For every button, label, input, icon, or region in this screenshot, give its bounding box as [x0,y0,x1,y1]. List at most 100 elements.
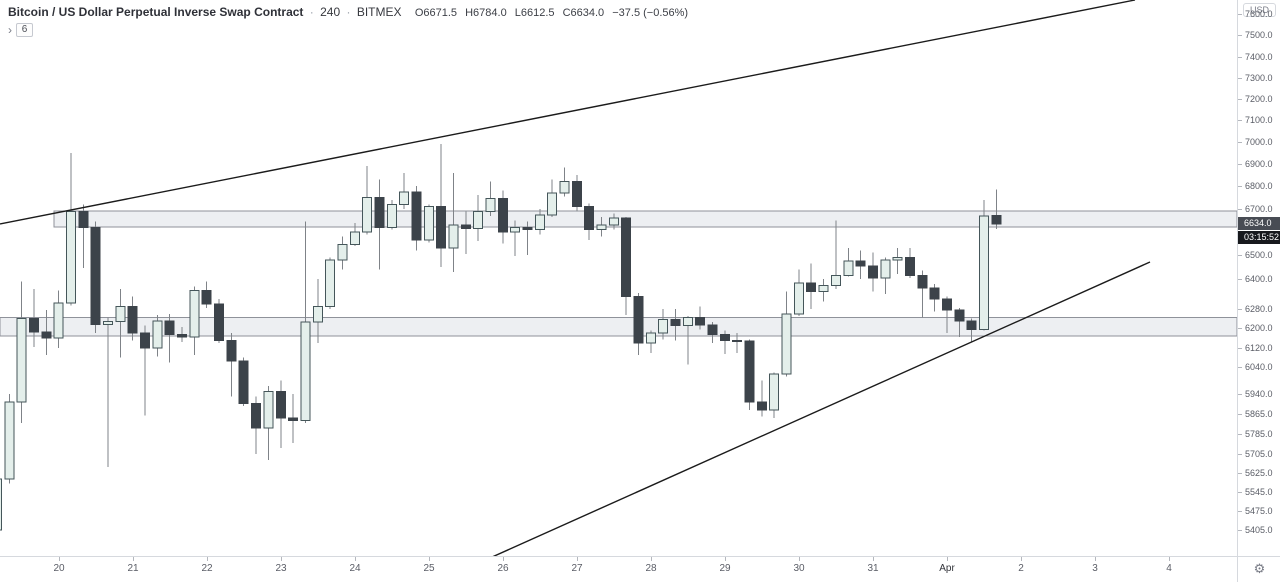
bear-candle [411,191,422,241]
price-tick-label: 6900.0 [1245,159,1273,169]
time-tick-mark [1095,557,1096,561]
high-value: H6784.0 [465,7,507,19]
time-tick-label: 24 [349,563,361,574]
time-tick-label: 23 [275,563,287,574]
price-tick-mark [1238,14,1242,15]
bull-candle [263,390,274,429]
bull-candle [362,197,373,233]
bear-candle [275,390,286,419]
bull-candle [66,210,77,304]
close-value: C6634.0 [562,7,605,19]
time-tick-mark [1169,557,1170,561]
bear-candle [522,226,533,231]
price-tick-mark [1238,454,1242,455]
price-tick-label: 5545.0 [1245,487,1273,497]
bull-candle [485,198,496,212]
currency-toggle-button[interactable]: USD [1242,3,1276,17]
time-tick-label: 25 [423,563,435,574]
indicator-count-badge: 6 [16,23,33,37]
price-tick-label: 6200.0 [1245,323,1273,333]
bear-candle [941,298,952,311]
bull-candle [16,318,27,403]
price-tick-mark [1238,99,1242,100]
low-value: L6612.5 [514,7,555,19]
bull-candle [53,302,64,339]
price-axis[interactable]: USD 6634.0 03:15:52 7600.0 7500.0 7400.0 73… [1237,0,1280,556]
price-tick-label: 5625.0 [1245,468,1273,478]
price-tick-label: 7300.0 [1245,73,1273,83]
bear-candle [164,320,175,335]
open-value: O6671.5 [414,7,458,19]
time-tick-mark [577,557,578,561]
bull-candle [312,306,323,323]
time-axis[interactable]: 20 21 22 23 24 25 26 27 28 29 30 31 Apr 2 3 4 [0,556,1237,582]
price-tick-mark [1238,367,1242,368]
bear-candle [867,265,878,279]
chevron-right-icon: › [8,23,12,37]
bull-candle [818,284,829,292]
settings-gear-icon[interactable]: ⚙ [1253,561,1266,576]
bear-candle [140,332,151,349]
indicator-count-toggle[interactable]: › 6 [8,23,693,37]
time-tick-mark [725,557,726,561]
bear-candle [966,320,977,330]
axis-settings-cell[interactable]: ⚙ [1237,556,1280,582]
bear-candle [929,287,940,300]
bear-candle [719,333,730,341]
bull-candle [843,260,854,276]
time-tick-label: 20 [53,563,65,574]
bear-candle [288,417,299,421]
time-tick-label: 30 [793,563,805,574]
bull-candle [300,321,311,421]
price-tick-mark [1238,279,1242,280]
price-tick-mark [1238,209,1242,210]
price-tick-label: 5475.0 [1245,506,1273,516]
upper-trendline [0,0,1136,225]
chart-canvas[interactable] [0,0,1237,556]
bull-candle [349,231,360,246]
bull-candle [682,316,693,327]
time-tick-mark [503,557,504,561]
price-tick-label: 7400.0 [1245,52,1273,62]
price-tick-label: 6040.0 [1245,362,1273,372]
price-tick-mark [1238,255,1242,256]
time-tick-label: 2 [1018,563,1024,574]
bull-candle [325,259,336,307]
countdown-badge: 03:15:52 [1238,231,1280,244]
price-tick-label: 7500.0 [1245,30,1273,40]
bear-candle [904,256,915,276]
time-tick-label: 27 [571,563,583,574]
bear-candle [571,181,582,208]
last-price-badge: 6634.0 [1238,217,1280,230]
bear-candle [756,401,767,411]
bear-candle [695,316,706,326]
bear-candle [621,217,632,297]
price-tick-mark [1238,186,1242,187]
price-tick-label: 6800.0 [1245,181,1273,191]
bull-candle [534,214,545,231]
bull-candle [645,332,656,344]
price-tick-mark [1238,142,1242,143]
price-tick-label: 5940.0 [1245,389,1273,399]
bear-candle [917,274,928,289]
time-tick-label: 29 [719,563,731,574]
bear-candle [670,319,681,327]
bear-candle [732,340,743,342]
price-tick-mark [1238,309,1242,310]
price-tick-label: 7600.0 [1245,9,1273,19]
time-tick-mark [873,557,874,561]
time-tick-label: Apr [939,563,955,574]
price-tick-label: 6120.0 [1245,343,1273,353]
ohlc-readout: O6671.5 H6784.0 L6612.5 C6634.0 −37.5 (−… [415,7,693,19]
bear-candle [633,296,644,344]
time-tick-label: 21 [127,563,139,574]
price-tick-mark [1238,530,1242,531]
price-tick-label: 6400.0 [1245,274,1273,284]
symbol-title-row: Bitcoin / US Dollar Perpetual Inverse Sw… [8,5,693,19]
bear-candle [806,282,817,292]
bull-candle [448,224,459,249]
symbol-title: Bitcoin / US Dollar Perpetual Inverse Sw… [8,5,304,19]
separator-dot: · [346,5,351,19]
time-tick-label: 26 [497,563,509,574]
